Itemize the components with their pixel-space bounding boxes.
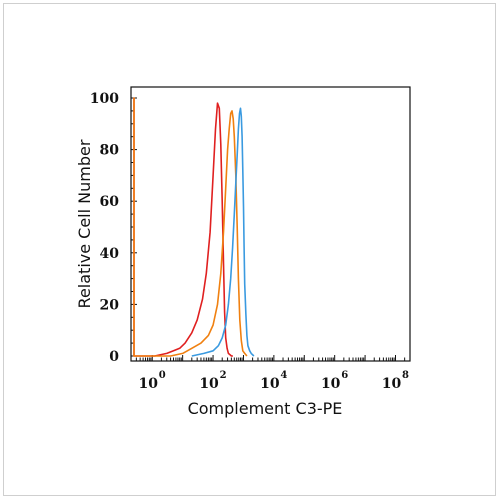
figure-frame bbox=[3, 3, 496, 496]
y-tick-label: 60 bbox=[100, 194, 120, 210]
x-tick-label-exponent: 6 bbox=[341, 370, 348, 381]
y-tick-label: 0 bbox=[109, 349, 119, 365]
series-line-2 bbox=[191, 107, 255, 357]
x-tick-label-base: 10 bbox=[382, 376, 402, 392]
y-tick-label: 40 bbox=[100, 246, 120, 262]
y-tick-label: 80 bbox=[100, 143, 120, 159]
x-tick-label-exponent: 0 bbox=[159, 370, 166, 381]
y-tick-label: 20 bbox=[100, 297, 120, 313]
x-tick-label-base: 10 bbox=[199, 376, 219, 392]
series-line-0 bbox=[133, 97, 233, 357]
x-tick-label-exponent: 4 bbox=[280, 370, 287, 381]
plot-area-border bbox=[130, 86, 411, 362]
x-tick-label-base: 10 bbox=[260, 376, 280, 392]
y-axis-title: Relative Cell Number bbox=[75, 139, 94, 308]
x-axis-title: Complement C3-PE bbox=[188, 399, 343, 418]
series-line-1 bbox=[133, 97, 248, 357]
x-tick-label-exponent: 8 bbox=[402, 370, 409, 381]
y-tick-label: 100 bbox=[90, 91, 119, 107]
x-tick-label-base: 10 bbox=[139, 376, 159, 392]
x-tick-label-base: 10 bbox=[321, 376, 341, 392]
x-tick-label-exponent: 2 bbox=[220, 370, 227, 381]
